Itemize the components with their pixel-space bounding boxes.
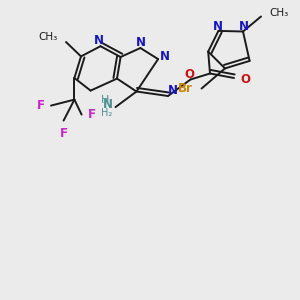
Text: H₂: H₂ — [101, 108, 112, 118]
Text: N: N — [167, 84, 178, 97]
Text: F: F — [60, 127, 68, 140]
Text: O: O — [241, 73, 250, 86]
Text: O: O — [184, 68, 194, 81]
Text: N: N — [94, 34, 104, 47]
Text: CH₃: CH₃ — [38, 32, 58, 43]
Text: CH₃: CH₃ — [269, 8, 289, 19]
Text: N: N — [239, 20, 249, 33]
Text: N: N — [212, 20, 223, 33]
Text: N: N — [136, 36, 146, 50]
Text: N: N — [160, 50, 170, 63]
Text: N: N — [103, 98, 112, 111]
Text: F: F — [36, 99, 44, 112]
Text: Br: Br — [178, 82, 193, 95]
Text: F: F — [88, 108, 96, 121]
Text: H: H — [100, 94, 109, 105]
